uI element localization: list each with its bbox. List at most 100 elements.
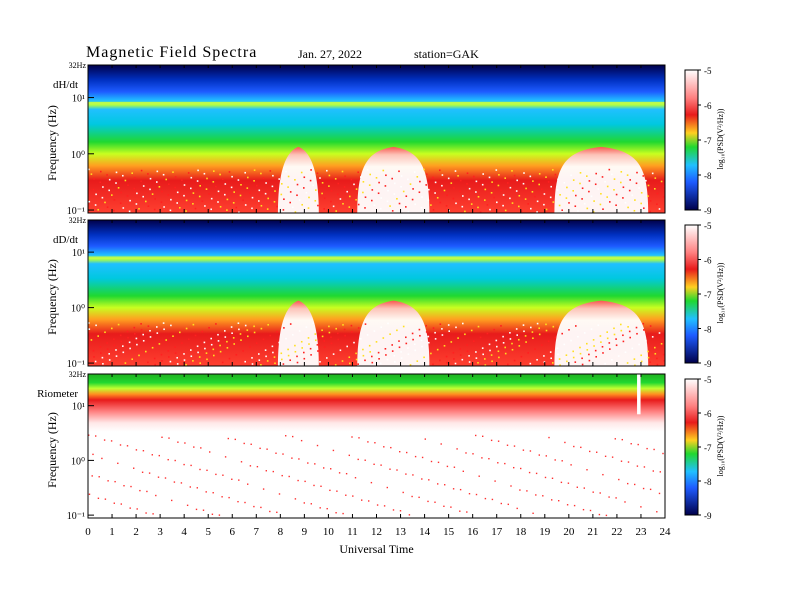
noise-speck — [439, 323, 442, 326]
noise-speck — [201, 200, 204, 203]
noise-speck — [509, 332, 511, 334]
noise-speck — [631, 194, 634, 197]
noise-speck — [448, 330, 450, 332]
quiet-interval — [357, 300, 430, 366]
noise-speck — [161, 436, 163, 438]
noise-speck — [461, 358, 464, 361]
colorbar-tick-label: -6 — [704, 101, 712, 111]
noise-speck — [376, 504, 379, 506]
noise-speck — [611, 456, 614, 458]
noise-speck — [139, 489, 141, 492]
noise-speck — [432, 176, 434, 179]
noise-speck — [638, 187, 640, 189]
noise-speck — [439, 359, 441, 362]
noise-speck — [276, 205, 278, 208]
noise-speck — [115, 182, 117, 184]
noise-speck — [107, 480, 109, 482]
noise-speck — [185, 210, 187, 212]
noise-speck — [280, 352, 283, 355]
noise-speck — [432, 209, 435, 211]
noise-speck — [432, 363, 434, 366]
noise-speck — [624, 201, 627, 204]
noise-speck — [484, 188, 487, 191]
noise-speck — [316, 444, 319, 447]
noise-speck — [398, 340, 400, 342]
noise-speck — [314, 463, 316, 465]
noise-speck — [127, 336, 129, 339]
noise-speck — [477, 361, 479, 364]
noise-speck — [308, 343, 310, 345]
noise-speck — [208, 193, 210, 195]
y-top-label: 32Hz — [69, 370, 87, 379]
noise-speck — [227, 437, 229, 440]
noise-speck — [445, 205, 448, 207]
noise-speck — [335, 512, 337, 514]
noise-speck — [511, 170, 513, 172]
noise-speck — [200, 447, 202, 449]
noise-speck — [570, 339, 572, 342]
noise-speck — [399, 451, 401, 453]
panel-label: dH/dt — [53, 79, 78, 91]
noise-speck — [218, 514, 221, 516]
noise-speck — [656, 203, 658, 206]
noise-speck — [369, 351, 371, 353]
y-tick-label: 10⁻¹ — [67, 511, 85, 522]
noise-speck — [427, 335, 430, 338]
noise-speck — [104, 498, 107, 500]
noise-speck — [362, 191, 364, 194]
noise-speck — [163, 206, 165, 208]
noise-speck — [100, 170, 102, 173]
noise-speck — [649, 488, 652, 491]
noise-speck — [133, 187, 136, 190]
noise-speck — [620, 329, 623, 332]
noise-speck — [95, 324, 97, 327]
noise-speck — [319, 177, 321, 179]
noise-speck — [520, 355, 523, 358]
noise-speck — [549, 196, 552, 199]
noise-speck — [135, 449, 138, 451]
noise-speck — [326, 357, 328, 359]
noise-speck — [226, 347, 229, 349]
noise-speck — [373, 204, 376, 207]
noise-speck — [368, 344, 371, 347]
noise-speck — [174, 176, 177, 178]
noise-speck — [662, 196, 665, 198]
noise-speck — [495, 339, 498, 342]
noise-speck — [411, 495, 413, 498]
noise-speck — [278, 341, 280, 344]
noise-speck — [427, 500, 429, 503]
noise-speck — [547, 340, 550, 343]
noise-speck — [337, 182, 340, 185]
noise-speck — [405, 195, 408, 198]
noise-speck — [120, 191, 122, 194]
noise-speck — [240, 339, 242, 341]
noise-speck — [348, 206, 351, 208]
noise-speck — [542, 495, 544, 497]
x-tick-label: 5 — [205, 526, 211, 538]
noise-speck — [330, 342, 333, 345]
noise-speck — [574, 205, 577, 208]
noise-speck — [394, 361, 396, 363]
noise-speck — [441, 334, 444, 336]
y-tick-label: 10⁰ — [71, 150, 85, 161]
noise-speck — [161, 360, 163, 362]
noise-speck — [251, 363, 254, 365]
noise-speck — [98, 476, 100, 478]
noise-speck — [573, 445, 575, 448]
noise-speck — [642, 322, 645, 325]
noise-speck — [294, 498, 297, 500]
noise-speck — [210, 343, 213, 346]
noise-speck — [176, 202, 178, 204]
noise-speck — [391, 344, 393, 346]
noise-speck — [565, 354, 568, 356]
noise-speck — [136, 508, 138, 510]
noise-speck — [272, 174, 274, 177]
noise-speck — [330, 468, 332, 470]
noise-speck — [564, 441, 566, 444]
noise-speck — [250, 443, 252, 445]
noise-speck — [396, 197, 398, 200]
noise-speck — [380, 326, 382, 329]
noise-speck — [119, 334, 122, 337]
noise-speck — [172, 171, 174, 173]
noise-speck — [566, 504, 569, 506]
